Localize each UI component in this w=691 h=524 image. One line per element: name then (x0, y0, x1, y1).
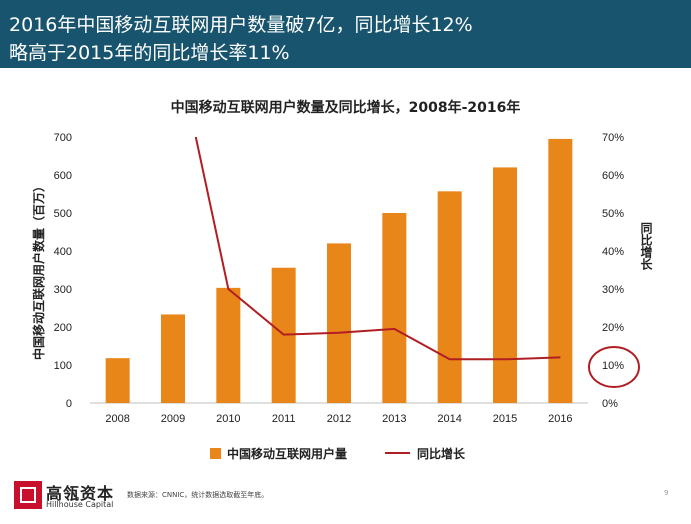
y-tick-label: 600 (54, 170, 72, 182)
y2-tick-label: 0% (602, 398, 618, 410)
y2-tick-label: 30% (602, 284, 624, 296)
hillhouse-logo (14, 481, 42, 509)
y2-axis-title: 同比增长 (639, 222, 653, 271)
x-tick-label: 2010 (216, 413, 240, 425)
x-tick-label: 2015 (493, 413, 517, 425)
y-tick-label: 700 (54, 132, 72, 144)
headline-line-1: 2016年中国移动互联网用户数量破7亿，同比增长12% (9, 14, 473, 36)
bar-2009 (161, 314, 185, 403)
highlight-circle (588, 346, 640, 388)
brand-name-cn: 高瓴资本 (46, 484, 115, 503)
bar-2016 (548, 138, 573, 403)
x-tick-label: 2009 (161, 413, 185, 425)
logo-square-icon (20, 487, 36, 503)
legend-bar-label: 中国移动互联网用户量 (227, 446, 347, 461)
y2-tick-label: 40% (602, 246, 624, 258)
y-tick-label: 200 (54, 322, 72, 334)
y-tick-label: 100 (54, 360, 72, 372)
x-tick-label: 2014 (437, 413, 461, 425)
y2-tick-label: 20% (602, 322, 624, 334)
y-tick-label: 0 (66, 398, 72, 410)
y2-tick-label: 50% (602, 208, 624, 220)
data-source-note: 数据来源：CNNIC，统计数据选取截至年底。 (127, 491, 269, 499)
bar-2010 (216, 287, 241, 403)
slide-header: 2016年中国移动互联网用户数量破7亿，同比增长12% 略高于2015年的同比增… (0, 0, 691, 68)
x-tick-label: 2008 (105, 413, 129, 425)
page-number: 9 (664, 489, 669, 497)
y-tick-label: 300 (54, 284, 72, 296)
y-tick-label: 500 (54, 208, 72, 220)
y-axis-title: 中国移动互联网用户数量（百万） (31, 180, 46, 360)
x-tick-label: 2013 (382, 413, 406, 425)
growth-line (194, 137, 561, 361)
y-tick-label: 400 (54, 246, 72, 258)
chart-title: 中国移动互联网用户数量及同比增长，2008年-2016年 (170, 100, 521, 116)
y2-tick-label: 70% (602, 132, 624, 144)
bar-2013 (382, 213, 407, 403)
headline-line-2: 略高于2015年的同比增长率11% (9, 42, 290, 64)
bar-2012 (327, 243, 351, 403)
x-tick-label: 2016 (548, 413, 572, 425)
bar-2014 (437, 191, 462, 403)
x-tick-label: 2012 (327, 413, 351, 425)
legend-line-label: 同比增长 (417, 446, 466, 461)
bar-2015 (493, 167, 517, 403)
brand-name-en: Hillhouse Capital (46, 500, 114, 509)
legend-bar-swatch (210, 448, 221, 459)
y2-tick-label: 60% (602, 170, 624, 182)
bar-2008 (105, 358, 130, 403)
y2-tick-label: 10% (602, 360, 624, 372)
x-tick-label: 2011 (272, 413, 296, 425)
